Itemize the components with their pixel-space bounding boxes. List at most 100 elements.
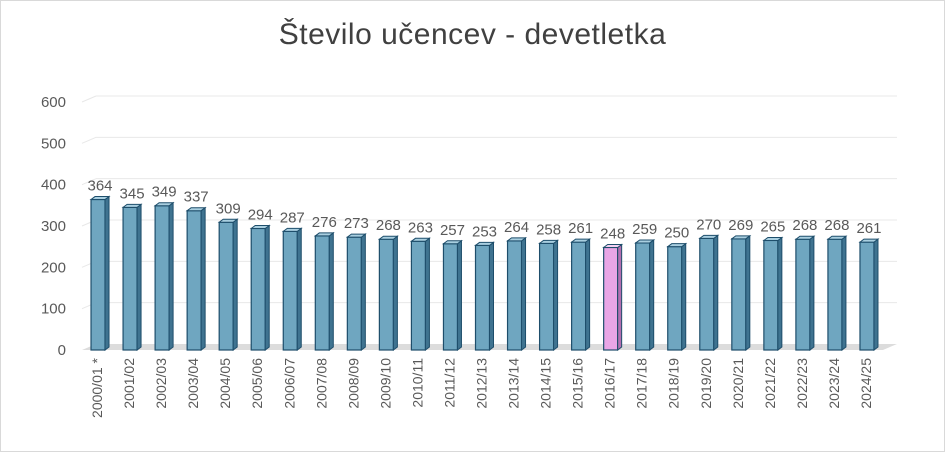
x-tick-label: 2003/04	[185, 358, 201, 409]
bar-front	[314, 235, 330, 351]
x-axis-ticks: 2000/01 * 2001/02 2002/03 2003/04 2004/05 200…	[89, 357, 874, 417]
bar-side	[296, 227, 302, 351]
bar-side	[745, 234, 751, 351]
x-tick-label: 2014/15	[538, 358, 554, 409]
bar-side	[200, 206, 206, 351]
bar-top	[762, 236, 784, 241]
bar-top	[89, 196, 111, 201]
x-tick-label: 2024/25	[858, 358, 874, 409]
x-tick-label: 2023/24	[826, 358, 842, 409]
data-label: 253	[472, 223, 497, 240]
data-label: 309	[216, 200, 241, 217]
bar-2014-15	[538, 239, 560, 351]
bar-top	[185, 207, 207, 212]
bar-2012-13	[474, 241, 495, 351]
bar-front	[154, 205, 170, 351]
bar-top	[666, 243, 688, 248]
bar-top	[570, 238, 592, 243]
bar-front	[538, 242, 555, 351]
x-tick-label: 2004/05	[217, 358, 233, 409]
y-tick-label: 100	[41, 301, 66, 318]
x-tick-label: 2017/18	[634, 358, 650, 409]
bar-2019-20	[698, 234, 720, 351]
bar-top	[826, 235, 848, 240]
bar-front	[571, 241, 587, 351]
bar-front	[90, 198, 106, 351]
bar-top	[634, 239, 656, 244]
bar-side	[456, 239, 462, 351]
bar-top	[409, 237, 431, 242]
bar-2003-04	[185, 206, 207, 351]
y-tick-label: 500	[41, 135, 66, 152]
x-tick-label: 2019/20	[698, 358, 714, 409]
data-label: 268	[376, 217, 401, 234]
bar-side	[809, 235, 815, 351]
x-tick-label: 2010/11	[409, 358, 425, 408]
bar-front	[186, 210, 202, 351]
bar-2022-23	[794, 235, 816, 351]
bar-side	[168, 201, 174, 351]
bar-2023-24	[826, 235, 848, 351]
x-tick-label: 2011/12	[441, 358, 457, 408]
bar-2024-25	[858, 238, 880, 351]
data-label: 261	[856, 220, 881, 237]
bar-top	[249, 224, 271, 229]
bar-2010-11	[409, 237, 431, 351]
x-tick-label: 2015/16	[570, 358, 586, 409]
bar-front	[667, 246, 683, 351]
x-tick-label: 2020/21	[730, 358, 746, 409]
bar-2001-02	[121, 203, 143, 351]
data-label: 270	[696, 216, 721, 233]
bars	[89, 195, 880, 351]
data-label: 268	[792, 217, 817, 234]
x-tick-label: 2002/03	[153, 358, 169, 409]
bar-side	[264, 224, 270, 351]
bar-side	[360, 233, 366, 351]
x-tick-label: 2005/06	[249, 358, 265, 409]
bar-2008-09	[345, 233, 367, 351]
bar-side	[681, 242, 687, 351]
bar-front	[763, 239, 779, 351]
bar-side	[777, 236, 783, 351]
bar-front	[731, 238, 747, 351]
bar-top	[506, 237, 528, 242]
bar-side	[328, 231, 334, 351]
data-label: 349	[152, 184, 177, 201]
bar-top	[858, 238, 880, 243]
x-tick-label: 2006/07	[281, 358, 297, 409]
data-label: 364	[88, 178, 113, 195]
y-tick-label: 0	[58, 342, 66, 359]
y-tick-label: 200	[41, 259, 66, 276]
y-tick-label: 300	[41, 218, 66, 235]
bar-2018-19	[666, 242, 688, 351]
x-tick-label: 2009/10	[377, 358, 393, 409]
data-label: 345	[120, 185, 145, 202]
bar-side	[585, 238, 591, 351]
bar-top	[474, 241, 495, 246]
data-label: 264	[504, 219, 529, 236]
data-label: 269	[728, 217, 753, 234]
gridline-side	[81, 95, 97, 103]
bar-2005-06	[249, 224, 271, 351]
bar-front	[827, 238, 843, 351]
data-label: 257	[440, 222, 465, 239]
data-label: 250	[664, 225, 689, 242]
bar-front	[346, 236, 362, 351]
bar-top	[121, 203, 143, 208]
bar-front	[795, 238, 811, 351]
x-tick-label: 2001/02	[121, 358, 137, 409]
bar-top	[730, 235, 752, 240]
bar-2020-21	[730, 234, 752, 351]
bar-front	[699, 237, 715, 351]
x-tick-label: 2018/19	[666, 358, 682, 409]
bar-top	[217, 218, 239, 223]
x-tick-label: 2008/09	[345, 358, 361, 409]
x-tick-label: 2016/17	[602, 358, 618, 409]
bar-front	[635, 242, 651, 351]
y-axis-ticks: 0 100 200 300 400 500 600	[41, 94, 66, 359]
bar-front	[282, 230, 298, 351]
bar-side	[424, 237, 430, 351]
data-label: 259	[632, 221, 657, 238]
bar-side	[553, 239, 559, 351]
